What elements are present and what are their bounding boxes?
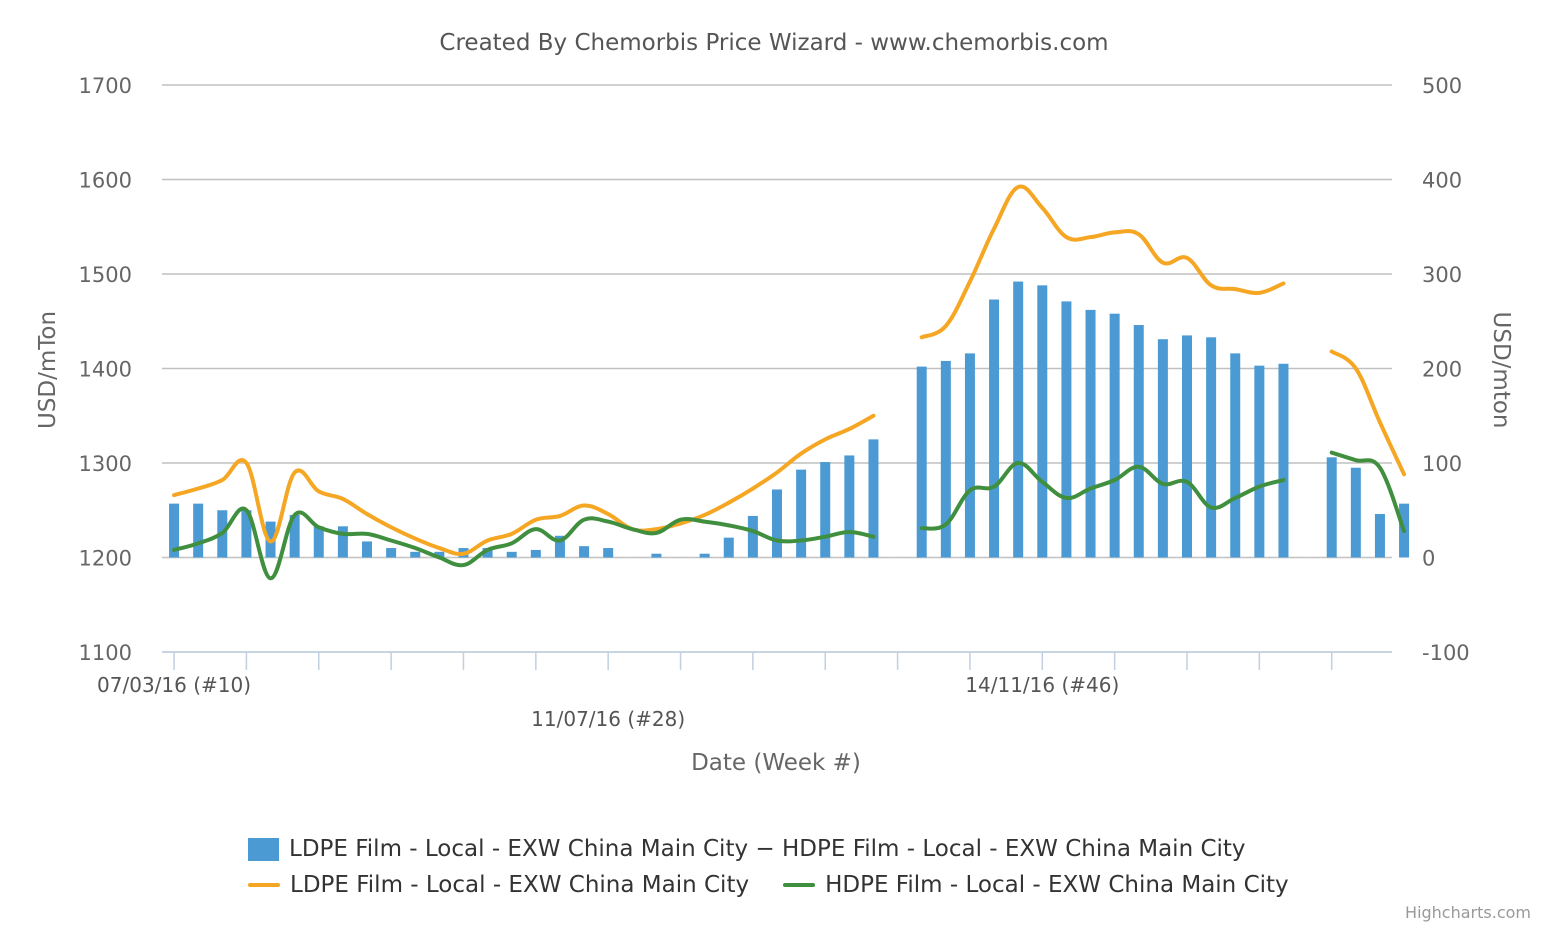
x-tick-label: 14/11/16 (#46) — [965, 673, 1119, 697]
bar[interactable] — [844, 455, 855, 558]
bar[interactable] — [603, 548, 614, 558]
y-right-tick-label: 300 — [1422, 263, 1462, 287]
y-right-tick-label: 500 — [1422, 74, 1462, 98]
bar[interactable] — [916, 366, 927, 558]
bar[interactable] — [796, 469, 807, 558]
bar[interactable] — [554, 535, 565, 558]
bar[interactable] — [193, 503, 204, 558]
bar[interactable] — [313, 526, 324, 558]
y-right-tick-label: 200 — [1422, 358, 1462, 382]
bar[interactable] — [434, 551, 445, 558]
y-axis-right-title: USD/mton — [1488, 312, 1514, 429]
series-line[interactable] — [919, 184, 1286, 340]
bar[interactable] — [940, 360, 951, 558]
x-tick-label: 11/07/16 (#28) — [531, 707, 685, 731]
bar[interactable] — [989, 299, 1000, 558]
legend-label: LDPE Film - Local - EXW China Main City … — [289, 836, 1246, 862]
credits[interactable]: Highcharts.com — [1405, 903, 1531, 922]
series-line[interactable] — [1329, 349, 1407, 477]
bar[interactable] — [699, 553, 710, 558]
bar[interactable] — [169, 503, 180, 558]
y-right-tick-label: 400 — [1422, 169, 1462, 193]
legend-label: LDPE Film - Local - EXW China Main City — [290, 872, 750, 898]
series-line[interactable] — [1329, 450, 1407, 534]
bar[interactable] — [1182, 335, 1192, 558]
legend-item-spread[interactable]: LDPE Film - Local - EXW China Main City … — [248, 836, 1246, 862]
x-axis: 07/03/16 (#10) 11/07/16 (#28) 14/11/16 (#4… — [97, 651, 1392, 731]
y-axis-left-title: USD/mTon — [35, 311, 61, 429]
series-line[interactable] — [172, 506, 876, 581]
series-line[interactable] — [172, 413, 876, 556]
bar[interactable] — [362, 541, 372, 558]
bar[interactable] — [772, 489, 782, 558]
bar[interactable] — [1230, 353, 1241, 558]
y-left-tick-label: 1600 — [79, 169, 132, 193]
bar[interactable] — [1109, 313, 1120, 558]
bar[interactable] — [1013, 281, 1024, 558]
bar[interactable] — [1061, 301, 1072, 558]
legend-row-1: LDPE Film - Local - EXW China Main City … — [248, 836, 1280, 862]
x-axis-title: Date (Week #) — [691, 750, 861, 776]
bar[interactable] — [1133, 325, 1144, 558]
bar[interactable] — [410, 551, 421, 558]
y-right-tick-label: 0 — [1422, 547, 1435, 571]
bar[interactable] — [289, 514, 300, 558]
line-series — [172, 184, 1407, 581]
bar[interactable] — [337, 526, 348, 558]
bar[interactable] — [1206, 337, 1217, 558]
y-axis-right: 500 400 300 200 100 0 -100 — [1422, 74, 1470, 665]
legend-item-ldpe[interactable]: LDPE Film - Local - EXW China Main City — [248, 872, 749, 898]
bar[interactable] — [386, 548, 397, 558]
bar[interactable] — [1374, 514, 1385, 558]
bar[interactable] — [1037, 285, 1048, 558]
bar[interactable] — [1350, 467, 1361, 558]
legend-swatch-line — [783, 883, 816, 887]
bar[interactable] — [1157, 339, 1168, 558]
bar-series — [169, 281, 1410, 558]
bar[interactable] — [506, 551, 517, 558]
y-left-tick-label: 1700 — [79, 74, 132, 98]
y-left-tick-label: 1400 — [79, 358, 132, 382]
y-axis-left: 1700 1600 1500 1400 1300 1200 1100 — [79, 74, 132, 665]
bar[interactable] — [820, 462, 831, 558]
legend-label: HDPE Film - Local - EXW China Main City — [825, 872, 1289, 898]
bar[interactable] — [482, 548, 493, 558]
y-right-tick-label: 100 — [1422, 452, 1462, 476]
bar[interactable] — [868, 439, 879, 558]
series-line[interactable] — [919, 461, 1286, 531]
bar[interactable] — [651, 553, 662, 558]
line-series-2 — [172, 450, 1407, 581]
y-left-tick-label: 1300 — [79, 452, 132, 476]
bar[interactable] — [723, 537, 734, 558]
y-left-tick-label: 1100 — [79, 641, 132, 665]
bar[interactable] — [1326, 457, 1337, 558]
y-left-tick-label: 1500 — [79, 263, 132, 287]
legend-row-2: LDPE Film - Local - EXW China Main City … — [248, 872, 1323, 898]
legend-swatch-line — [248, 883, 280, 887]
line-series-1 — [172, 184, 1407, 556]
bar[interactable] — [530, 549, 541, 558]
bar[interactable] — [1254, 365, 1265, 558]
y-left-tick-label: 1200 — [79, 547, 132, 571]
legend-item-hdpe[interactable]: HDPE Film - Local - EXW China Main City — [783, 872, 1289, 898]
bar[interactable] — [747, 515, 758, 558]
y-right-tick-label: -100 — [1422, 641, 1470, 665]
x-tick-label: 07/03/16 (#10) — [97, 673, 251, 697]
chart-title: Created By Chemorbis Price Wizard - www.… — [439, 30, 1108, 56]
legend-swatch-bar — [248, 837, 279, 861]
bar[interactable] — [964, 353, 975, 558]
bar[interactable] — [1085, 309, 1096, 558]
bar[interactable] — [579, 546, 590, 558]
bar[interactable] — [241, 510, 252, 558]
bar[interactable] — [1278, 363, 1289, 558]
